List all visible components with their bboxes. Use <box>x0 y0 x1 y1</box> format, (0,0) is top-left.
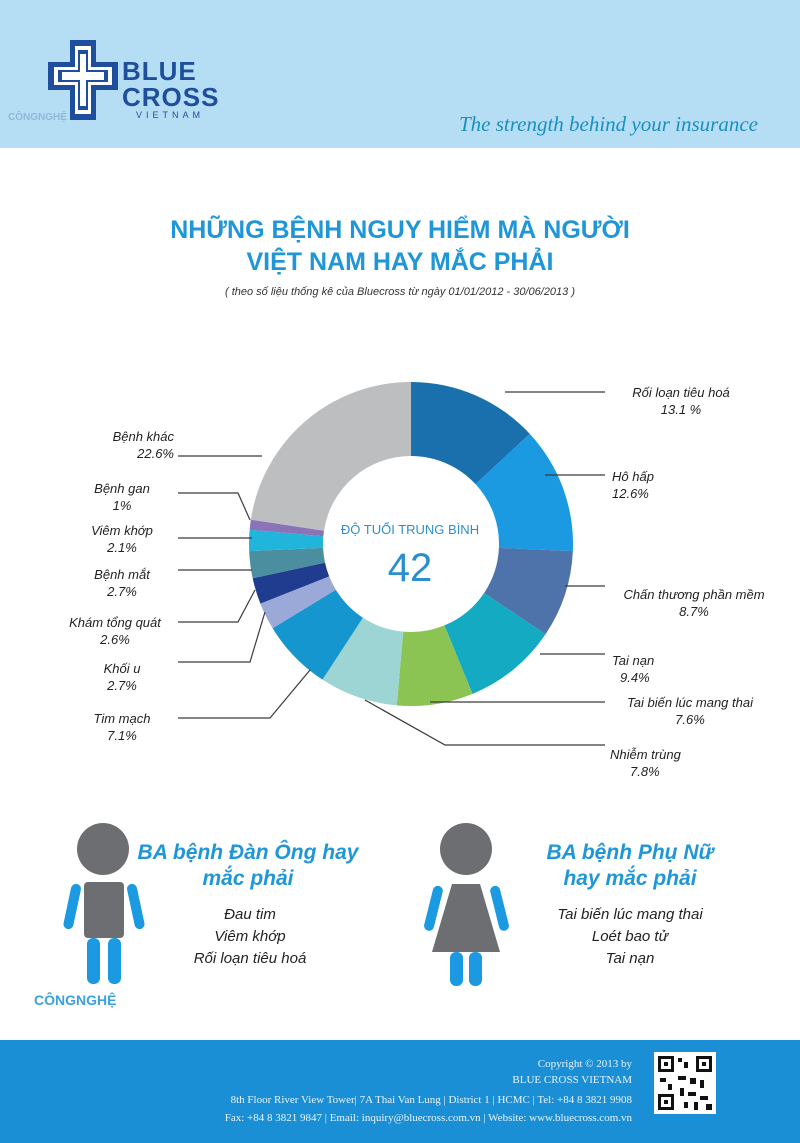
women-disease-list: Tai biến lúc mang thai Loét bao tử Tai n… <box>530 904 730 970</box>
page-subtitle: ( theo số liệu thống kê của Bluecross từ… <box>224 286 576 298</box>
slice-label: Tai nạn 9.4% <box>612 652 692 686</box>
leader-line <box>364 699 605 746</box>
center-value: 42 <box>387 546 433 590</box>
donut-slice-4 <box>396 625 473 707</box>
slice-label-name: Tim mạch <box>93 711 151 726</box>
center-title: ĐỘ TUỔI TRUNG BÌNH <box>340 522 480 537</box>
slice-label-name: Tai nạn <box>612 653 655 668</box>
slice-label-name: Hô hấp <box>612 469 654 484</box>
slice-label: Chấn thương phần mềm 8.7% <box>610 586 778 620</box>
slice-label-name: Tai biến lúc mang thai <box>627 695 753 710</box>
tagline: The strength behind your insurance <box>458 112 758 136</box>
donut-slice-12 <box>250 382 411 531</box>
page-title: NHỮNG BỆNH NGUY HIỂM MÀ NGƯỜI VIỆT NAM H… <box>0 214 800 278</box>
slice-label-name: Viêm khớp <box>91 523 153 538</box>
slice-label-value: 12.6% <box>612 486 649 501</box>
donut-slice-0 <box>411 382 530 485</box>
slice-label-value: 22.6% <box>137 446 174 461</box>
women-title-line2: hay mắc phải <box>563 867 697 890</box>
slice-label: Rối loạn tiêu hoá 13.1 % <box>606 384 756 418</box>
slice-label-value: 9.4% <box>620 670 650 685</box>
men-disease-list: Đau tim Viêm khớp Rối loạn tiêu hoá <box>160 904 340 970</box>
slice-label: Tim mạch 7.1% <box>70 710 174 744</box>
slice-label-value: 7.6% <box>675 712 705 727</box>
slice-label-value: 7.8% <box>630 764 660 779</box>
slice-label-name: Chấn thương phần mềm <box>623 587 765 602</box>
leader-line <box>178 669 311 719</box>
women-title-line1: BA bệnh Phụ Nữ <box>546 841 714 864</box>
slice-label: Viêm khớp 2.1% <box>70 522 174 556</box>
donut-slice-8 <box>252 562 330 604</box>
slice-label-value: 2.7% <box>107 584 137 599</box>
slice-label-value: 7.1% <box>107 728 137 743</box>
slice-label-value: 2.7% <box>107 678 137 693</box>
slice-label-value: 8.7% <box>679 604 709 619</box>
leader-line <box>178 611 266 663</box>
men-title-line2: mắc phải <box>202 867 294 890</box>
slice-label: Khám tổng quát 2.6% <box>50 614 180 648</box>
slice-label-name: Bệnh khác <box>112 429 174 444</box>
slice-label: Bệnh mắt 2.7% <box>70 566 174 600</box>
donut-slice-9 <box>249 547 326 579</box>
leader-line <box>178 492 251 521</box>
slice-label-value: 13.1 % <box>660 402 702 417</box>
watermark-top: CÔNGNGHỆ <box>8 112 67 123</box>
man-figure-icon <box>63 823 145 984</box>
slice-label-name: Rối loạn tiêu hoá <box>632 385 730 400</box>
donut-slice-3 <box>444 593 546 694</box>
watermark-bottom: CÔNGNGHỆ <box>34 992 117 1008</box>
donut-slice-10 <box>248 529 324 552</box>
slice-label: Khối u 2.7% <box>70 660 174 694</box>
list-item: Tai nạn <box>605 950 655 967</box>
list-item: Đau tim <box>224 906 276 923</box>
slice-label-name: Nhiễm trùng <box>610 747 681 762</box>
list-item: Tai biến lúc mang thai <box>557 906 703 923</box>
brand-country: VIETNAM <box>136 110 205 120</box>
leader-line <box>178 589 256 623</box>
men-title-line1: BA bệnh Đàn Ông hay <box>137 841 359 864</box>
page-title-line1: NHỮNG BỆNH NGUY HIỂM MÀ NGƯỜI <box>170 216 630 244</box>
blue-cross-logo-icon <box>48 40 118 120</box>
brand-name: BLUE CROSS <box>122 58 219 110</box>
list-item: Rối loạn tiêu hoá <box>193 950 307 967</box>
footer-contact: Fax: +84 8 3821 9847 | Email: inquiry@bl… <box>224 1112 632 1124</box>
donut-slice-2 <box>484 547 573 635</box>
page-title-line2: VIỆT NAM HAY MẮC PHẢI <box>246 248 554 276</box>
slice-label: Nhiễm trùng 7.8% <box>610 746 710 780</box>
donut-slice-5 <box>322 617 404 706</box>
qr-code-icon <box>654 1052 716 1114</box>
slice-label: Tai biến lúc mang thai 7.6% <box>610 694 770 728</box>
slice-label-value: 2.6% <box>100 632 130 647</box>
slice-label: Bệnh khác 22.6% <box>70 428 174 462</box>
donut-slice-7 <box>260 576 336 629</box>
list-item: Loét bao tử <box>591 928 669 945</box>
donut-slice-6 <box>272 589 363 680</box>
header-band: BLUE CROSS VIETNAM CÔNGNGHỆ The strength… <box>0 0 800 148</box>
slice-label-name: Bệnh mắt <box>94 567 150 582</box>
brand-name-line1: BLUE <box>122 56 197 86</box>
brand-name-line2: CROSS <box>122 82 220 112</box>
slice-label-name: Khám tổng quát <box>69 615 161 630</box>
donut-slice-11 <box>249 519 324 537</box>
footer-address: 8th Floor River View Tower| 7A Thai Van … <box>230 1094 632 1106</box>
women-section-title: BA bệnh Phụ Nữ hay mắc phải <box>520 840 740 892</box>
slice-label: Bệnh gan 1% <box>70 480 174 514</box>
donut-slice-1 <box>475 433 573 552</box>
slice-label-value: 2.1% <box>107 540 137 555</box>
slice-label: Hô hấp 12.6% <box>612 468 692 502</box>
slice-label-name: Khối u <box>103 661 141 676</box>
footer-company: BLUE CROSS VIETNAM <box>512 1074 632 1086</box>
men-section-title: BA bệnh Đàn Ông hay mắc phải <box>128 840 368 892</box>
slice-label-value: 1% <box>112 498 132 513</box>
slice-label-name: Bệnh gan <box>94 481 150 496</box>
footer-copyright: Copyright © 2013 by <box>537 1058 632 1070</box>
woman-figure-icon <box>424 823 509 986</box>
list-item: Viêm khớp <box>214 928 286 945</box>
